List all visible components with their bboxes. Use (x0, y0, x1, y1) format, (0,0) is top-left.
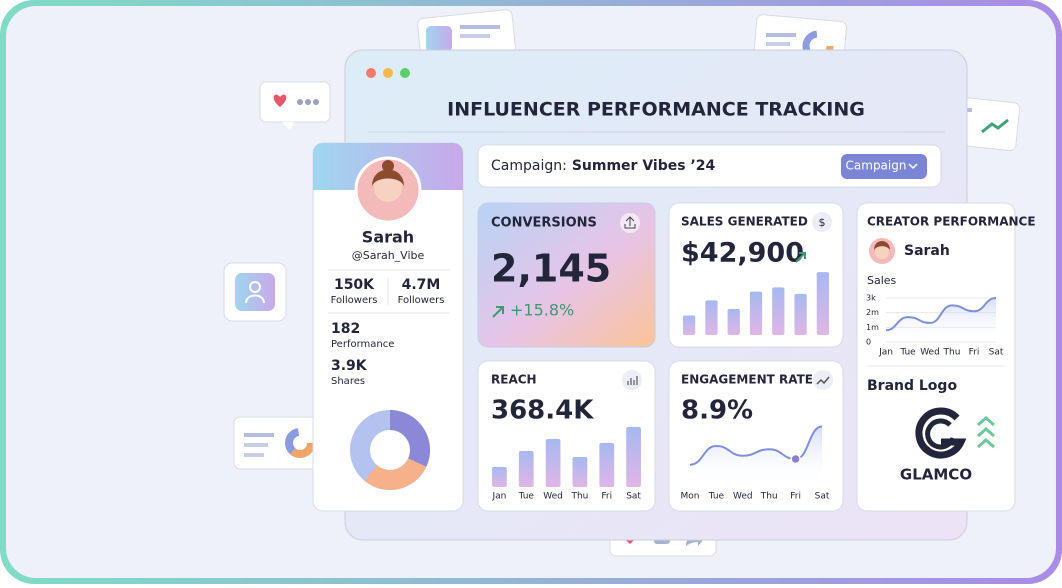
kpi-change: +15.8% (510, 301, 574, 320)
y-tick-label: 2m (866, 308, 879, 317)
x-tick-label: Wed (543, 492, 563, 502)
x-tick-label: Fri (601, 492, 612, 502)
campaign-bar (477, 144, 942, 188)
stat-label: Followers (398, 295, 445, 306)
profile-name: Sarah (362, 228, 414, 247)
section-title: Brand Logo (867, 378, 957, 394)
bar (492, 467, 507, 487)
card-title: SALES GENERATED (681, 215, 808, 229)
donut-icon (350, 410, 430, 490)
campaign-text: Campaign: Summer Vibes ’24 (491, 158, 715, 174)
bar (749, 291, 763, 335)
card-title: CREATOR PERFORMANCE (867, 215, 1036, 229)
y-tick-label: 1m (866, 323, 879, 332)
x-tick-label: Sat (815, 492, 830, 502)
icon (622, 370, 642, 390)
page-title: INFLUENCER PERFORMANCE TRACKING (447, 99, 865, 121)
stat-value: 182 (331, 321, 360, 337)
stat-label: Followers (331, 295, 378, 306)
y-tick-label: 3k (866, 294, 876, 303)
x-tick-label: Fri (969, 348, 980, 358)
avatar-face (374, 174, 402, 202)
bar (705, 300, 718, 335)
campaign-button[interactable] (841, 154, 927, 179)
x-tick-label: Tue (899, 348, 916, 358)
x-tick-label: Wed (733, 492, 753, 502)
bar (772, 287, 785, 335)
card-title: REACH (491, 373, 537, 387)
bar (727, 309, 740, 335)
x-tick-label: Mon (681, 492, 700, 502)
stat-value: 150K (334, 277, 375, 293)
chevron (908, 163, 918, 170)
campaign-label: Campaign: (491, 158, 567, 174)
stat-label: Shares (331, 376, 365, 387)
campaign-name: Summer Vibes ’24 (572, 158, 716, 174)
card-title: ENGAGEMENT RATE (681, 373, 813, 387)
kpi-value: $42,900 (681, 238, 804, 269)
up-arrow (492, 306, 504, 318)
campaign-button-label[interactable]: Campaign (846, 159, 907, 173)
line-area (690, 426, 822, 485)
bar (572, 457, 588, 487)
x-tick-label: Jan (491, 492, 506, 502)
line (885, 297, 997, 332)
bar (816, 272, 829, 335)
brand-name: GLAMCO (900, 466, 972, 484)
icon (813, 370, 833, 390)
stat-value: 3.9K (331, 358, 368, 374)
x-tick-label: Fri (790, 492, 801, 502)
x-tick-label: Sat (989, 348, 1004, 358)
x-tick-label: Wed (920, 348, 940, 358)
y-tick-label: 0 (866, 338, 871, 347)
up-arrow (795, 252, 806, 263)
stat-value: 4.7M (402, 277, 441, 293)
bar (545, 439, 561, 487)
kpi-value: 368.4K (491, 396, 594, 426)
axis-label: Sales (867, 274, 897, 287)
x-tick-label: Thu (943, 348, 961, 358)
window-dot (400, 68, 410, 78)
x-tick-label: Thu (760, 492, 778, 502)
bar (794, 293, 807, 335)
highlight-point (790, 453, 801, 465)
card-title: CONVERSIONS (491, 216, 597, 231)
bar (599, 443, 615, 487)
icon (812, 212, 832, 232)
creator-name: Sarah (904, 243, 950, 259)
stat-label: Performance (331, 339, 394, 350)
conversions-card (477, 202, 656, 348)
x-tick-label: Jan (878, 348, 893, 358)
creator-card (856, 202, 1016, 512)
x-tick-label: Tue (708, 492, 725, 502)
bar (683, 315, 696, 335)
window-dot (366, 68, 376, 78)
x-tick-label: Tue (518, 492, 535, 502)
kpi-value: 2,145 (491, 247, 611, 291)
x-tick-label: Sat (626, 492, 641, 502)
line-area (886, 298, 996, 342)
x-tick-label: Thu (570, 492, 588, 502)
bar (626, 427, 641, 487)
kpi-value: 8.9% (681, 396, 753, 426)
brand-logo (915, 407, 995, 459)
profile-handle: @Sarah_Vibe (352, 249, 425, 262)
window-dot (383, 68, 393, 78)
svg-text:$: $ (819, 216, 826, 229)
bar (518, 451, 534, 487)
